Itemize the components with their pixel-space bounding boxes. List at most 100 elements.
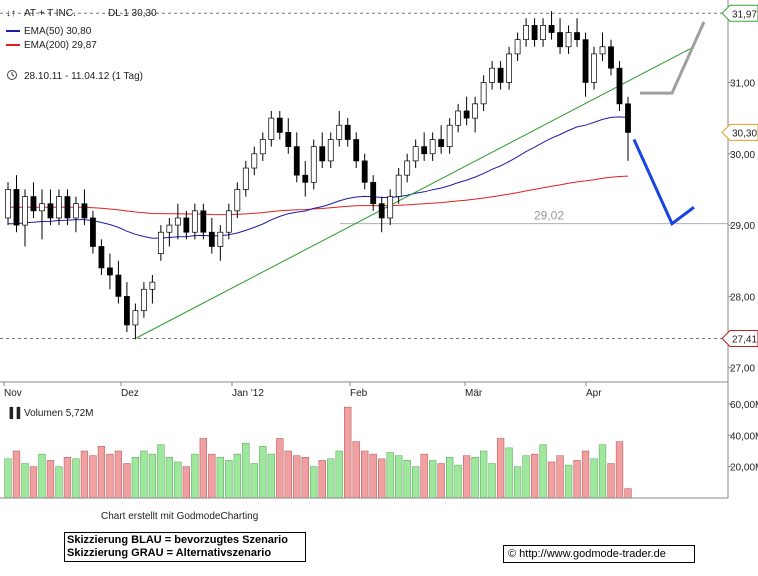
note-blue: Skizzierung BLAU = bevorzugtes Szenario — [67, 534, 288, 546]
candle-body — [310, 146, 317, 183]
volume-bar — [547, 461, 556, 499]
volume-bar — [513, 466, 522, 499]
candle-body — [387, 196, 394, 219]
candle-body — [421, 146, 428, 155]
source-url: http://www.godmode-trader.de — [519, 548, 666, 560]
candle-body — [22, 196, 28, 226]
candle-body — [599, 46, 606, 55]
candle-body — [225, 210, 232, 233]
x-tick-label: Jan '12 — [232, 388, 264, 399]
candle-body — [200, 210, 207, 233]
price-marker-box — [721, 123, 758, 141]
candle-body — [489, 67, 496, 83]
volume-bar — [284, 450, 292, 499]
volume-bar — [378, 458, 386, 499]
volume-bar — [522, 455, 530, 499]
source-link[interactable]: © http://www.godmode-trader.de — [503, 545, 695, 563]
volume-bar — [607, 463, 615, 499]
volume-bar — [395, 455, 403, 499]
volume-bar — [12, 450, 21, 499]
chart-header: ↓↑ AT + T INC. DL 1 30,30 EMA(50) 30,80 … — [6, 8, 157, 420]
chart-credit: Chart erstellt mit GodmodeCharting — [101, 511, 259, 522]
volume-bar — [352, 441, 360, 499]
candle-body — [472, 103, 479, 119]
x-tick-label: Mär — [465, 388, 483, 399]
candle-body — [463, 110, 470, 119]
volume-bar — [462, 455, 471, 499]
price-marker-label: 30,30 — [732, 128, 757, 139]
candle-body — [361, 160, 368, 183]
volume-bar — [429, 460, 437, 499]
volume-bar — [335, 450, 343, 499]
volume-bar — [242, 442, 250, 499]
candle-body — [191, 210, 198, 233]
volume-bar — [505, 447, 513, 499]
ema200-legend: EMA(200) 29,87 — [24, 40, 97, 51]
candle-body — [455, 110, 462, 126]
volume-bar — [445, 457, 454, 499]
candle-body — [174, 217, 181, 226]
candle-body — [506, 53, 512, 83]
candle-body — [353, 139, 360, 162]
volume-bar — [165, 457, 174, 499]
volume-bar — [361, 450, 369, 499]
volume-bar — [89, 455, 97, 499]
volume-bar — [496, 438, 505, 499]
candle-body — [480, 82, 487, 105]
volume-bar — [386, 452, 394, 499]
volume-bar — [131, 457, 140, 499]
y-tick-label: 27,00 — [730, 364, 755, 375]
candle-body — [140, 288, 147, 312]
y-tick-label: 31,00 — [730, 78, 755, 89]
candles — [5, 11, 631, 340]
volume-bar — [140, 450, 148, 499]
volume-tick-label: 40,00M — [730, 431, 758, 442]
grid: 29,02 — [0, 12, 728, 339]
volume-bar — [148, 453, 157, 499]
candle-body — [251, 153, 258, 169]
candle-body — [370, 181, 377, 205]
candle-body — [336, 124, 343, 140]
candle-body — [429, 139, 436, 155]
scenario-gray-path — [640, 21, 706, 95]
scenario-sketches — [632, 21, 706, 226]
axes: 27,00 28,00 29,00 30,00 31,00 Nov Dez Jan '12 Fe… — [0, 0, 758, 499]
candle-body — [13, 189, 20, 226]
candle-body — [285, 132, 292, 147]
candle-body — [132, 310, 139, 326]
candle-body — [47, 203, 54, 219]
volume-bar — [581, 450, 590, 499]
volume-bar — [199, 438, 207, 499]
volume-label: Volumen 5,72M — [24, 408, 94, 419]
note-gray: Skizzierung GRAU = Alternativszenario — [67, 547, 272, 559]
volume-bar — [38, 453, 46, 499]
volume-tick-label: 60,00M — [730, 400, 758, 411]
candle-body — [5, 189, 11, 219]
price-marker-label: 31,97 — [732, 9, 757, 20]
candle-body — [98, 246, 105, 269]
volume-bar — [72, 458, 80, 499]
volume-tick-label: 20,00M — [730, 463, 758, 474]
ema200-line — [7, 175, 629, 216]
volume-bar — [310, 466, 318, 499]
candle-body — [378, 203, 385, 219]
candle-body — [64, 196, 71, 219]
volume-bars — [4, 406, 632, 499]
volume-bar — [63, 457, 72, 499]
chart-icon: ↓↑ — [6, 8, 16, 19]
volume-bar — [191, 453, 199, 499]
candle-body — [514, 39, 521, 55]
volume-bar — [564, 464, 573, 499]
chart-title: AT + T INC. — [24, 8, 76, 19]
volume-bar — [369, 453, 377, 499]
volume-bar — [182, 466, 191, 499]
volume-bar — [488, 463, 496, 499]
candle-body — [90, 217, 96, 247]
x-tick-label: Dez — [121, 388, 139, 399]
volume-bar — [344, 406, 352, 499]
volume-bar — [21, 463, 29, 499]
candle-body — [591, 53, 597, 83]
price-marker-box — [721, 4, 758, 22]
volume-bar — [556, 455, 564, 499]
volume-icon: ▐▐ — [6, 406, 21, 420]
